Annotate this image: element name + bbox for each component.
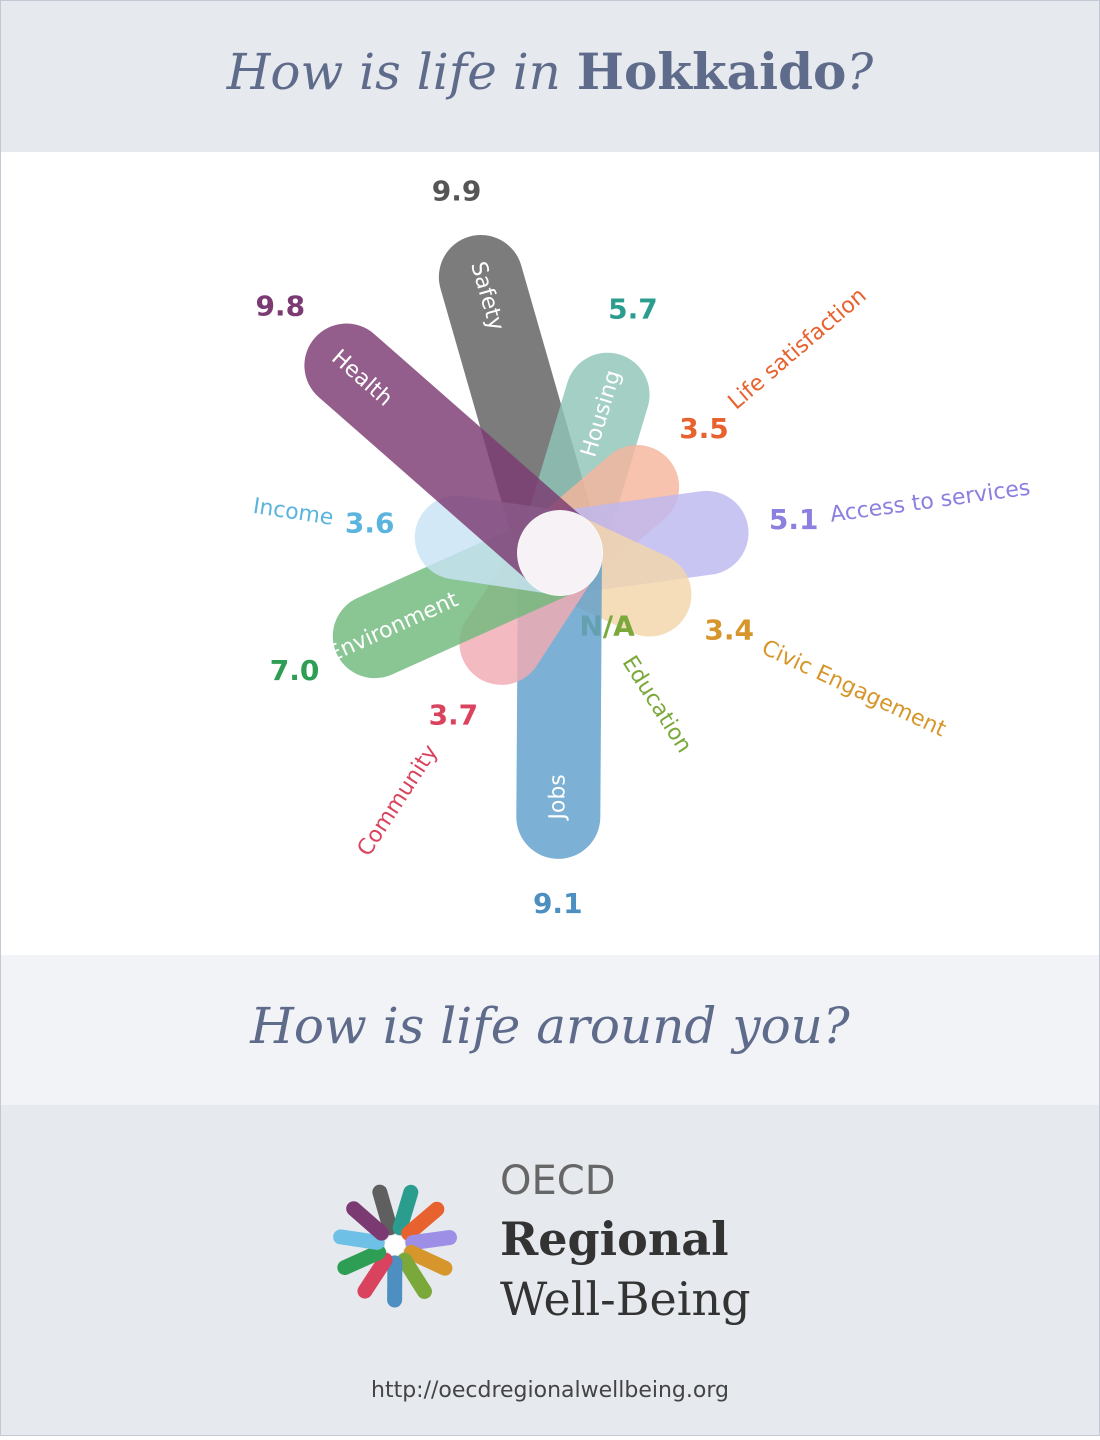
title-region: Hokkaido bbox=[577, 42, 847, 101]
value-label: 3.6 bbox=[345, 506, 395, 539]
title-lead: How is life in bbox=[226, 43, 561, 101]
logo-petal bbox=[400, 1192, 411, 1227]
logo-oecd: OECD bbox=[500, 1158, 616, 1204]
category-label: Jobs bbox=[545, 774, 570, 822]
value-label: 3.5 bbox=[679, 412, 729, 445]
center-dot bbox=[517, 510, 603, 596]
logo-center bbox=[385, 1235, 405, 1255]
value-label: 9.1 bbox=[533, 887, 583, 920]
url: http://oecdregionalwellbeing.org bbox=[371, 1378, 729, 1403]
value-label: 5.1 bbox=[769, 503, 819, 536]
logo-wellbeing: Well-Being bbox=[500, 1272, 751, 1326]
value-label: 9.8 bbox=[255, 289, 305, 322]
value-label: 7.0 bbox=[270, 654, 320, 687]
value-label: 5.7 bbox=[608, 292, 658, 325]
value-label: 3.7 bbox=[429, 699, 479, 732]
value-label: 9.9 bbox=[432, 174, 482, 207]
logo-petal bbox=[380, 1192, 390, 1228]
logo-petal bbox=[341, 1237, 378, 1242]
prompt: How is life around you? bbox=[249, 997, 851, 1055]
logo-petal bbox=[413, 1238, 450, 1243]
title: How is life in Hokkaido? bbox=[226, 42, 875, 101]
title-end: ? bbox=[846, 43, 874, 101]
value-label: 3.4 bbox=[704, 614, 754, 647]
logo-regional: Regional bbox=[500, 1212, 729, 1266]
